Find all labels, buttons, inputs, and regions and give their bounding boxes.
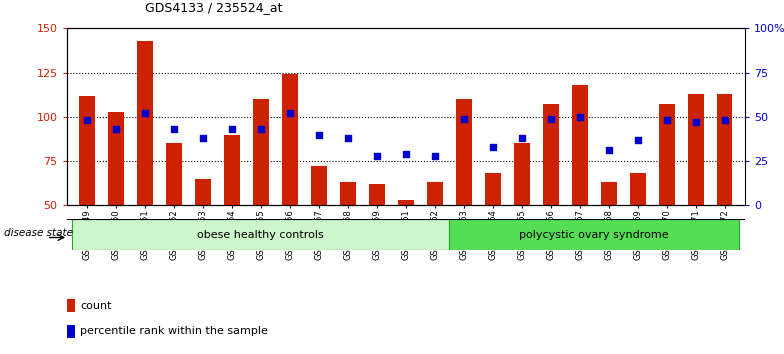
Point xyxy=(573,114,586,120)
Point xyxy=(81,118,93,123)
Bar xyxy=(717,94,732,205)
Point xyxy=(544,116,557,121)
Bar xyxy=(72,219,449,250)
Text: disease state: disease state xyxy=(4,228,73,238)
Text: obese healthy controls: obese healthy controls xyxy=(198,229,325,240)
Point xyxy=(631,137,644,143)
Point xyxy=(515,135,528,141)
Bar xyxy=(67,299,75,312)
Bar xyxy=(339,182,356,205)
Point xyxy=(342,135,354,141)
Bar xyxy=(67,325,75,338)
Point xyxy=(428,153,441,159)
Bar xyxy=(659,104,674,205)
Point xyxy=(371,153,383,159)
Point xyxy=(168,126,180,132)
Bar xyxy=(253,99,269,205)
Bar xyxy=(397,200,414,205)
Bar xyxy=(543,104,558,205)
Bar xyxy=(224,135,240,205)
Text: count: count xyxy=(80,301,111,311)
Bar xyxy=(195,179,211,205)
Point xyxy=(139,110,151,116)
Text: GDS4133 / 235524_at: GDS4133 / 235524_at xyxy=(145,1,282,14)
Bar xyxy=(108,112,124,205)
Point xyxy=(602,148,615,153)
Bar xyxy=(310,166,327,205)
Bar xyxy=(456,99,472,205)
Bar xyxy=(601,182,616,205)
Bar xyxy=(166,143,182,205)
Point xyxy=(457,116,470,121)
Text: polycystic ovary syndrome: polycystic ovary syndrome xyxy=(519,229,669,240)
Bar xyxy=(449,219,739,250)
Bar xyxy=(630,173,645,205)
Point xyxy=(255,126,267,132)
Bar xyxy=(79,96,95,205)
Point xyxy=(284,110,296,116)
Bar xyxy=(368,184,385,205)
Point xyxy=(110,126,122,132)
Point xyxy=(313,132,325,137)
Bar xyxy=(485,173,501,205)
Bar xyxy=(426,182,443,205)
Bar xyxy=(281,74,298,205)
Point xyxy=(197,135,209,141)
Point xyxy=(226,126,238,132)
Point xyxy=(718,118,731,123)
Point xyxy=(660,118,673,123)
Bar xyxy=(514,143,530,205)
Text: percentile rank within the sample: percentile rank within the sample xyxy=(80,326,268,336)
Bar xyxy=(137,41,153,205)
Point xyxy=(486,144,499,150)
Bar xyxy=(688,94,703,205)
Point xyxy=(689,119,702,125)
Bar xyxy=(572,85,587,205)
Point xyxy=(399,151,412,157)
